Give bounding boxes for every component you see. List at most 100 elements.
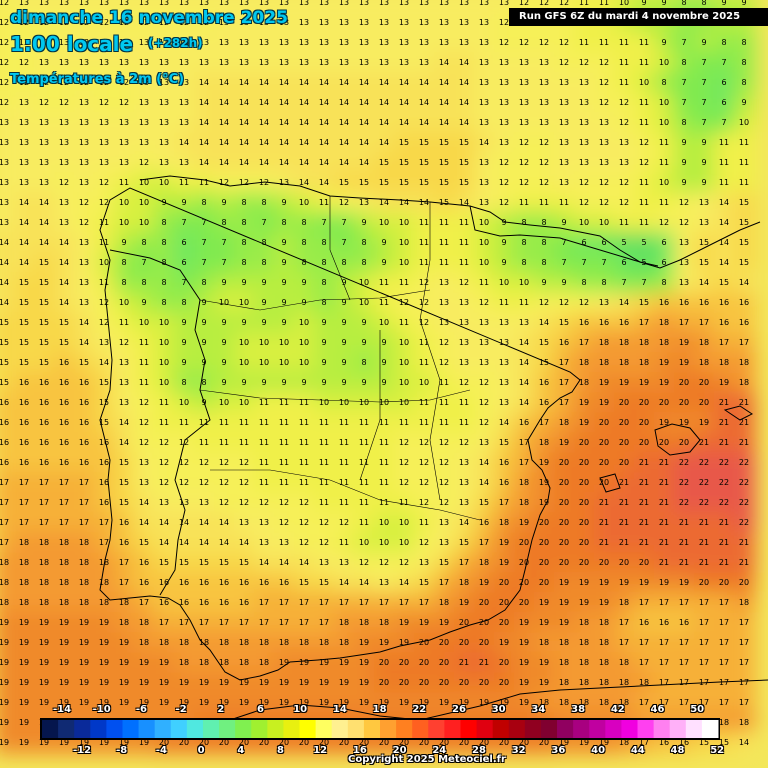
temp-cell bbox=[334, 232, 356, 254]
temp-cell bbox=[554, 492, 576, 514]
temp-value: 11 bbox=[379, 298, 389, 307]
temp-cell bbox=[194, 672, 216, 694]
temp-value: 11 bbox=[259, 398, 269, 407]
temp-cell bbox=[294, 692, 316, 714]
temp-cell bbox=[414, 132, 436, 154]
temp-value: 8 bbox=[161, 238, 166, 247]
temp-cell bbox=[0, 552, 16, 574]
temp-cell bbox=[574, 252, 596, 274]
temp-value: 13 bbox=[199, 0, 209, 7]
temp-cell bbox=[694, 372, 716, 394]
temp-cell bbox=[474, 232, 496, 254]
temp-cell bbox=[714, 252, 736, 274]
temp-value: 14 bbox=[279, 158, 289, 167]
temp-value: 8 bbox=[541, 238, 546, 247]
temp-value: 14 bbox=[279, 78, 289, 87]
temp-cell bbox=[454, 252, 476, 274]
temp-value: 13 bbox=[79, 298, 89, 307]
temp-cell bbox=[714, 312, 736, 334]
temp-cell bbox=[454, 352, 476, 374]
temp-value: 8 bbox=[361, 358, 366, 367]
temp-value: 7 bbox=[701, 58, 706, 67]
temp-cell bbox=[614, 452, 636, 474]
temp-cell bbox=[134, 432, 156, 454]
temp-cell bbox=[454, 412, 476, 434]
temp-cell bbox=[554, 452, 576, 474]
temp-value: 15 bbox=[499, 438, 509, 447]
iberia-coast bbox=[99, 175, 761, 681]
temp-value: 11 bbox=[279, 438, 289, 447]
temp-value: 19 bbox=[359, 698, 369, 707]
temp-cell bbox=[594, 372, 616, 394]
temp-value: 17 bbox=[739, 638, 749, 647]
temp-cell bbox=[694, 312, 716, 334]
temp-cell bbox=[354, 532, 376, 554]
temp-cell bbox=[234, 332, 256, 354]
temp-cell bbox=[0, 352, 16, 374]
temp-value: 12 bbox=[499, 178, 509, 187]
temp-value: 17 bbox=[479, 538, 489, 547]
temp-cell bbox=[54, 452, 76, 474]
temp-value: 10 bbox=[399, 538, 409, 547]
temp-cell bbox=[554, 432, 576, 454]
temp-value: 13 bbox=[139, 58, 149, 67]
temp-cell bbox=[574, 232, 596, 254]
temp-value: 20 bbox=[479, 678, 489, 687]
temp-cell bbox=[194, 532, 216, 554]
temp-value: 19 bbox=[459, 698, 469, 707]
temp-value: 20 bbox=[459, 678, 469, 687]
temp-value: 13 bbox=[19, 158, 29, 167]
temp-cell bbox=[234, 492, 256, 514]
temp-cell bbox=[54, 632, 76, 654]
temp-cell bbox=[654, 452, 676, 474]
temp-value: 11 bbox=[319, 458, 329, 467]
temp-cell bbox=[654, 52, 676, 74]
temp-cell bbox=[594, 252, 616, 274]
temp-cell bbox=[654, 532, 676, 554]
temp-cell bbox=[734, 152, 756, 174]
temp-value: 14 bbox=[199, 538, 209, 547]
temp-value: 14 bbox=[479, 478, 489, 487]
temp-cell bbox=[274, 32, 296, 54]
temp-value: 10 bbox=[519, 278, 529, 287]
temp-cell bbox=[74, 392, 96, 414]
temp-value: 13 bbox=[99, 118, 109, 127]
temp-value: 10 bbox=[259, 358, 269, 367]
temp-value: 13 bbox=[159, 98, 169, 107]
temp-cell bbox=[654, 272, 676, 294]
temp-value: 9 bbox=[381, 238, 386, 247]
temp-cell bbox=[114, 332, 136, 354]
temp-value: 8 bbox=[741, 58, 746, 67]
temp-cell bbox=[214, 292, 236, 314]
temp-value: 19 bbox=[539, 598, 549, 607]
temp-cell bbox=[234, 172, 256, 194]
temp-value: 19 bbox=[139, 678, 149, 687]
temp-cell bbox=[0, 112, 16, 134]
temp-cell bbox=[214, 52, 236, 74]
temp-cell bbox=[274, 92, 296, 114]
temp-value: 13 bbox=[159, 138, 169, 147]
temp-cell bbox=[514, 412, 536, 434]
temp-cell bbox=[294, 192, 316, 214]
temp-value: 17 bbox=[399, 598, 409, 607]
temp-cell bbox=[454, 132, 476, 154]
temp-value: 13 bbox=[39, 0, 49, 7]
temp-value: 19 bbox=[19, 678, 29, 687]
temp-cell bbox=[734, 632, 756, 654]
temp-value: 9 bbox=[261, 378, 266, 387]
temp-cell bbox=[554, 272, 576, 294]
temp-value: 12 bbox=[0, 78, 9, 87]
temp-value: 20 bbox=[419, 658, 429, 667]
temp-value: 17 bbox=[719, 638, 729, 647]
temp-cell bbox=[614, 192, 636, 214]
temp-cell bbox=[494, 132, 516, 154]
temp-cell bbox=[714, 92, 736, 114]
temp-value: 12 bbox=[219, 478, 229, 487]
temp-cell bbox=[594, 332, 616, 354]
temp-value: 20 bbox=[559, 458, 569, 467]
temp-value: 13 bbox=[19, 178, 29, 187]
temp-cell bbox=[714, 112, 736, 134]
temp-cell bbox=[234, 352, 256, 374]
temp-value: 14 bbox=[179, 138, 189, 147]
temp-value: 9 bbox=[301, 378, 306, 387]
